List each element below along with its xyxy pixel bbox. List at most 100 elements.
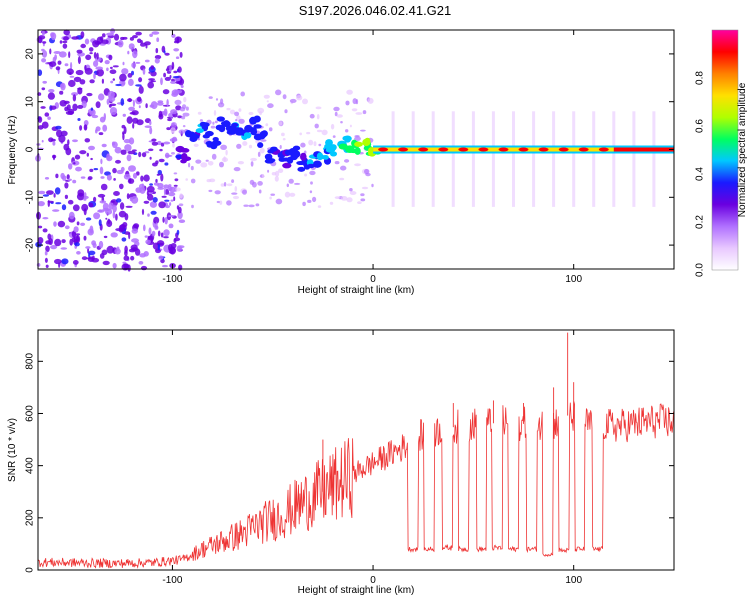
noise-blob: [257, 151, 261, 157]
spectrogram-data: [35, 28, 674, 272]
noise-blob: [160, 232, 164, 238]
noise-blob: [190, 178, 196, 184]
noise-blob: [190, 165, 194, 171]
noise-blob: [52, 141, 56, 146]
noise-blob: [266, 100, 269, 103]
colorbar-tick-label: 0.4: [695, 167, 706, 181]
harmonic-streak: [431, 111, 435, 207]
noise-blob: [157, 187, 165, 190]
noise-blob: [98, 209, 103, 213]
ridge-point: [243, 132, 252, 139]
noise-blob: [128, 106, 136, 111]
noise-blob: [106, 153, 111, 161]
noise-blob: [161, 195, 167, 198]
noise-blob: [90, 157, 93, 161]
noise-blob: [113, 33, 120, 41]
noise-blob: [142, 68, 146, 75]
signal-peak: [458, 147, 469, 152]
noise-blob: [128, 137, 135, 145]
ridge-point: [199, 122, 210, 128]
noise-blob: [57, 220, 66, 228]
noise-blob: [84, 67, 93, 75]
noise-blob: [132, 50, 138, 59]
noise-blob: [37, 237, 44, 244]
noise-blob: [171, 152, 175, 155]
noise-blob: [166, 99, 169, 107]
noise-blob: [193, 143, 199, 147]
noise-blob: [164, 52, 170, 56]
noise-blob: [173, 48, 180, 52]
snr-frame: [37, 329, 675, 571]
noise-blob: [173, 40, 180, 44]
noise-blob: [55, 66, 61, 71]
noise-blob: [65, 110, 74, 115]
noise-blob: [144, 235, 148, 238]
noise-blob: [160, 173, 164, 182]
noise-blob: [314, 123, 319, 129]
snr-series: [38, 332, 674, 569]
noise-blob: [163, 72, 167, 78]
harmonic-streak: [451, 111, 455, 207]
noise-blob: [84, 64, 87, 71]
noise-blob: [364, 168, 370, 175]
noise-blob: [68, 211, 75, 220]
noise-blob: [60, 247, 68, 250]
noise-blob: [160, 142, 165, 147]
noise-blob: [349, 191, 357, 195]
noise-blob: [221, 157, 228, 163]
noise-blob: [279, 121, 283, 126]
noise-blob: [151, 138, 157, 142]
noise-blob: [302, 98, 308, 105]
noise-blob: [165, 154, 173, 157]
noise-blob: [67, 178, 72, 181]
noise-blob: [128, 165, 136, 172]
noise-blob: [162, 216, 165, 223]
chart-title: S197.2026.046.02.41.G21: [299, 3, 452, 18]
noise-blob: [55, 125, 62, 130]
noise-blob: [205, 159, 209, 162]
noise-blob: [100, 158, 103, 165]
noise-blob: [101, 249, 108, 256]
noise-blob: [57, 60, 62, 65]
noise-blob: [107, 218, 111, 224]
noise-blob: [269, 196, 272, 200]
noise-blob: [88, 47, 94, 52]
noise-blob: [214, 120, 218, 124]
noise-blob: [156, 37, 160, 42]
noise-blob: [133, 223, 140, 229]
noise-blob: [47, 116, 51, 120]
ridge-point: [212, 137, 219, 142]
noise-blob: [259, 111, 262, 116]
noise-blob: [316, 114, 320, 120]
noise-blob: [188, 162, 191, 168]
noise-blob: [122, 61, 125, 66]
harmonic-streak: [411, 111, 415, 207]
noise-blob: [41, 139, 44, 143]
noise-blob: [155, 222, 158, 229]
noise-blob: [72, 103, 78, 112]
colorbar-gradient: [712, 30, 738, 270]
noise-blob: [211, 153, 217, 160]
noise-blob: [268, 127, 273, 132]
colorbar: 0.0 0.2 0.4 0.6 0.8 Normalized spectral ampl…: [695, 29, 748, 277]
noise-blob: [64, 194, 68, 199]
noise-blob: [104, 60, 110, 65]
noise-blob: [42, 80, 47, 84]
noise-blob: [162, 104, 171, 107]
ridge-point: [233, 127, 242, 134]
noise-blob: [132, 172, 138, 179]
noise-blob: [238, 118, 245, 124]
noise-blob: [41, 50, 48, 58]
noise-blob: [58, 134, 66, 143]
noise-blob: [300, 142, 306, 148]
noise-blob: [271, 172, 277, 176]
noise-blob: [158, 110, 163, 118]
noise-blob: [86, 92, 93, 97]
noise-blob: [155, 160, 159, 164]
noise-blob: [89, 79, 95, 84]
y-tick-label: 600: [25, 405, 36, 422]
noise-blob: [76, 49, 83, 54]
noise-blob: [153, 216, 160, 224]
noise-blob: [48, 61, 57, 67]
signal-peak: [478, 147, 489, 152]
